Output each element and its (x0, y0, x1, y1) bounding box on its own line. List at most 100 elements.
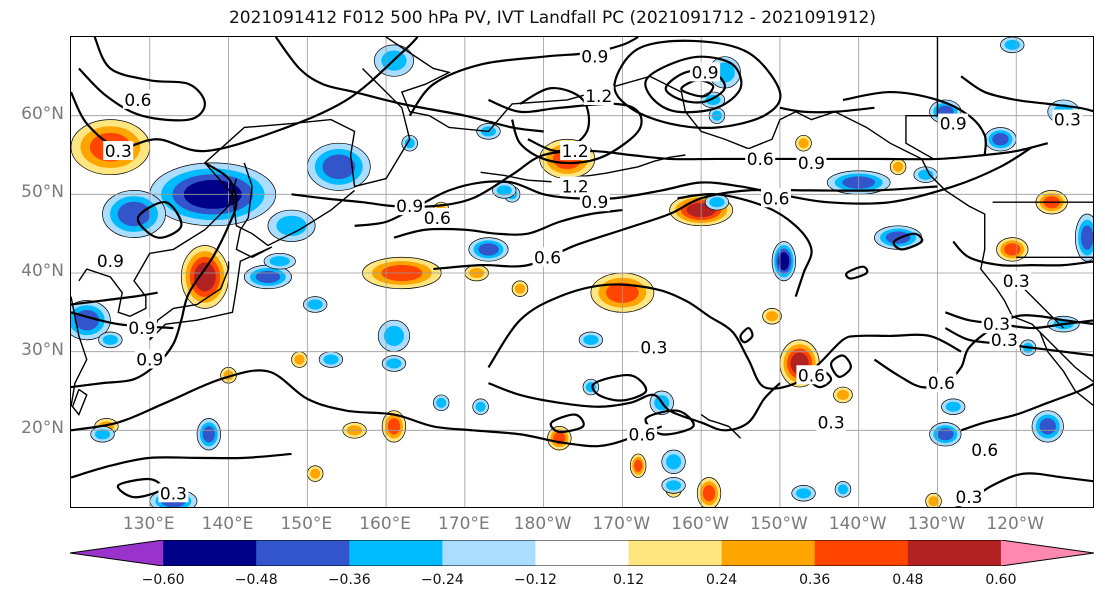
lat-label: 20°N (21, 418, 64, 439)
contour-label: 0.3 (818, 413, 845, 433)
negative-pv-shading (583, 334, 599, 345)
coastline (905, 37, 939, 160)
coastline (480, 171, 552, 183)
colorbar-tick-label: 0.48 (892, 572, 924, 588)
colorbar-segment (349, 540, 443, 566)
lon-label: 180°W (513, 514, 572, 534)
lon-label: 150°W (750, 514, 808, 534)
colorbar-segment (721, 540, 816, 566)
contour-label-halo (981, 314, 1012, 334)
ivt-contour-line (960, 382, 1093, 432)
negative-pv-shading (323, 354, 339, 365)
contour-label: 0.9 (581, 48, 608, 68)
positive-pv-shading (765, 311, 779, 322)
lon-label: 150°E (280, 514, 333, 534)
contour-label: 0.6 (629, 425, 656, 445)
colorbar-extend-max (1000, 540, 1094, 566)
colorbar-segment (535, 540, 630, 566)
negative-pv-shading (117, 201, 151, 227)
contour-label: 0.3 (955, 488, 982, 508)
contour-label-halo (816, 412, 847, 432)
negative-pv-shading (666, 480, 682, 491)
contour-label: 0.3 (105, 142, 132, 162)
contour-label: 1.2 (585, 87, 612, 107)
contour-label-halo (134, 349, 165, 369)
negative-pv-shading (269, 256, 290, 267)
contour-label: 0.9 (128, 319, 155, 339)
colorbar-tick-label: −0.60 (141, 572, 185, 588)
ivt-contour-line (274, 37, 544, 133)
colorbar-tick-label: 0.60 (985, 572, 1017, 588)
negative-pv-shading (478, 243, 499, 256)
lon-label: 120°W (986, 514, 1045, 534)
contour-label-halo (560, 176, 591, 196)
lat-label: 40°N (21, 261, 64, 281)
contour-labels-layer: 0.90.91.21.21.20.90.60.30.90.60.60.60.60… (95, 46, 1083, 508)
colorbar-segment (256, 540, 350, 566)
contour-label-halo (579, 46, 610, 66)
contour-label: 0.9 (692, 63, 719, 83)
contour-label-halo (690, 62, 721, 82)
contour-label-halo (422, 207, 453, 227)
positive-pv-shading (294, 354, 305, 365)
negative-pv-shading (666, 454, 682, 470)
coastline (1039, 331, 1093, 407)
lat-label: 30°N (21, 339, 64, 360)
positive-pv-shading (310, 468, 321, 479)
lon-label: 170°E (437, 514, 490, 534)
negative-pv-shading (102, 334, 118, 345)
contour-label-halo (760, 188, 791, 208)
positive-pv-shading (634, 459, 643, 472)
contour-label: 0.3 (991, 331, 1018, 351)
positive-pv-shading (387, 418, 401, 435)
contour-label-halo (627, 424, 658, 444)
contour-label: 0.9 (396, 197, 423, 217)
ivt-contour-line (71, 369, 663, 448)
negative-pv-shading (276, 215, 307, 236)
positive-pv-shading (702, 485, 716, 502)
ivt-contour-line (71, 37, 419, 153)
negative-pv-shading (202, 426, 215, 443)
colorbar-segment (814, 540, 909, 566)
ivt-contour-line (136, 201, 183, 239)
colorbar-extend-min (70, 540, 164, 566)
contour-label: 0.9 (798, 154, 825, 174)
contour-label-halo (394, 196, 425, 216)
negative-pv-shading (74, 309, 100, 331)
coastline (71, 296, 88, 407)
negative-pv-shading (837, 484, 848, 495)
negative-pv-shading (496, 185, 512, 196)
ivt-contour-line (960, 75, 1093, 113)
positive-pv-shading (893, 161, 904, 172)
lon-label: 160°E (359, 514, 411, 534)
coastline (1015, 280, 1064, 329)
ivt-contour-line (677, 192, 813, 297)
negative-pv-shading (1004, 39, 1020, 50)
negative-pv-shading (709, 197, 725, 208)
colorbar-segment (907, 540, 1002, 566)
coastline (149, 162, 273, 341)
contour-label: 0.6 (747, 150, 774, 170)
contour-label-halo (122, 89, 153, 109)
contour-label-halo (989, 329, 1020, 349)
contour-label-halo (796, 152, 827, 172)
contour-label: 1.2 (562, 142, 589, 162)
ivt-contour-line (408, 37, 639, 117)
ivt-contour-line (892, 232, 924, 251)
ivt-contour-line (71, 161, 238, 389)
colorbar-segment (628, 540, 723, 566)
contour-label-halo (953, 487, 984, 507)
contour-label: 0.9 (940, 115, 967, 135)
negative-pv-shading (1039, 418, 1056, 435)
lon-label: 140°E (201, 514, 254, 534)
coastline (203, 67, 411, 247)
colorbar-tick-label: −0.24 (420, 572, 464, 588)
colorbar (70, 540, 1094, 566)
contour-label: 0.3 (160, 484, 187, 504)
ivt-contours (71, 37, 1093, 507)
lon-label: 140°W (828, 514, 887, 534)
contour-label: 0.6 (534, 248, 561, 268)
ivt-contour-line (873, 314, 1093, 389)
colorbar-segment (442, 540, 536, 566)
negative-pv-shading (436, 397, 447, 408)
